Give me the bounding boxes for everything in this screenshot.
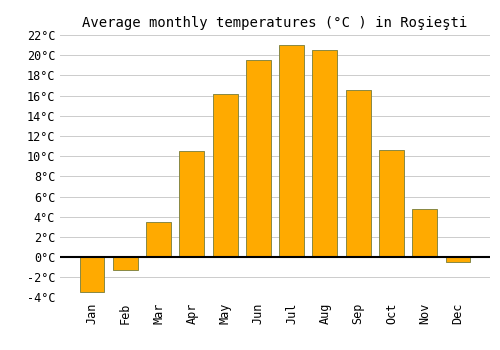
Title: Average monthly temperatures (°C ) in Roşieşti: Average monthly temperatures (°C ) in Ro… (82, 16, 468, 30)
Bar (346, 90, 370, 257)
Bar (412, 209, 437, 257)
Bar (379, 150, 404, 257)
Bar (446, 257, 470, 262)
Bar (279, 45, 304, 257)
Bar (80, 257, 104, 293)
Bar (246, 60, 271, 257)
Bar (312, 50, 338, 257)
Bar (146, 222, 171, 257)
Bar (113, 257, 138, 270)
Bar (212, 93, 238, 257)
Bar (180, 151, 204, 257)
